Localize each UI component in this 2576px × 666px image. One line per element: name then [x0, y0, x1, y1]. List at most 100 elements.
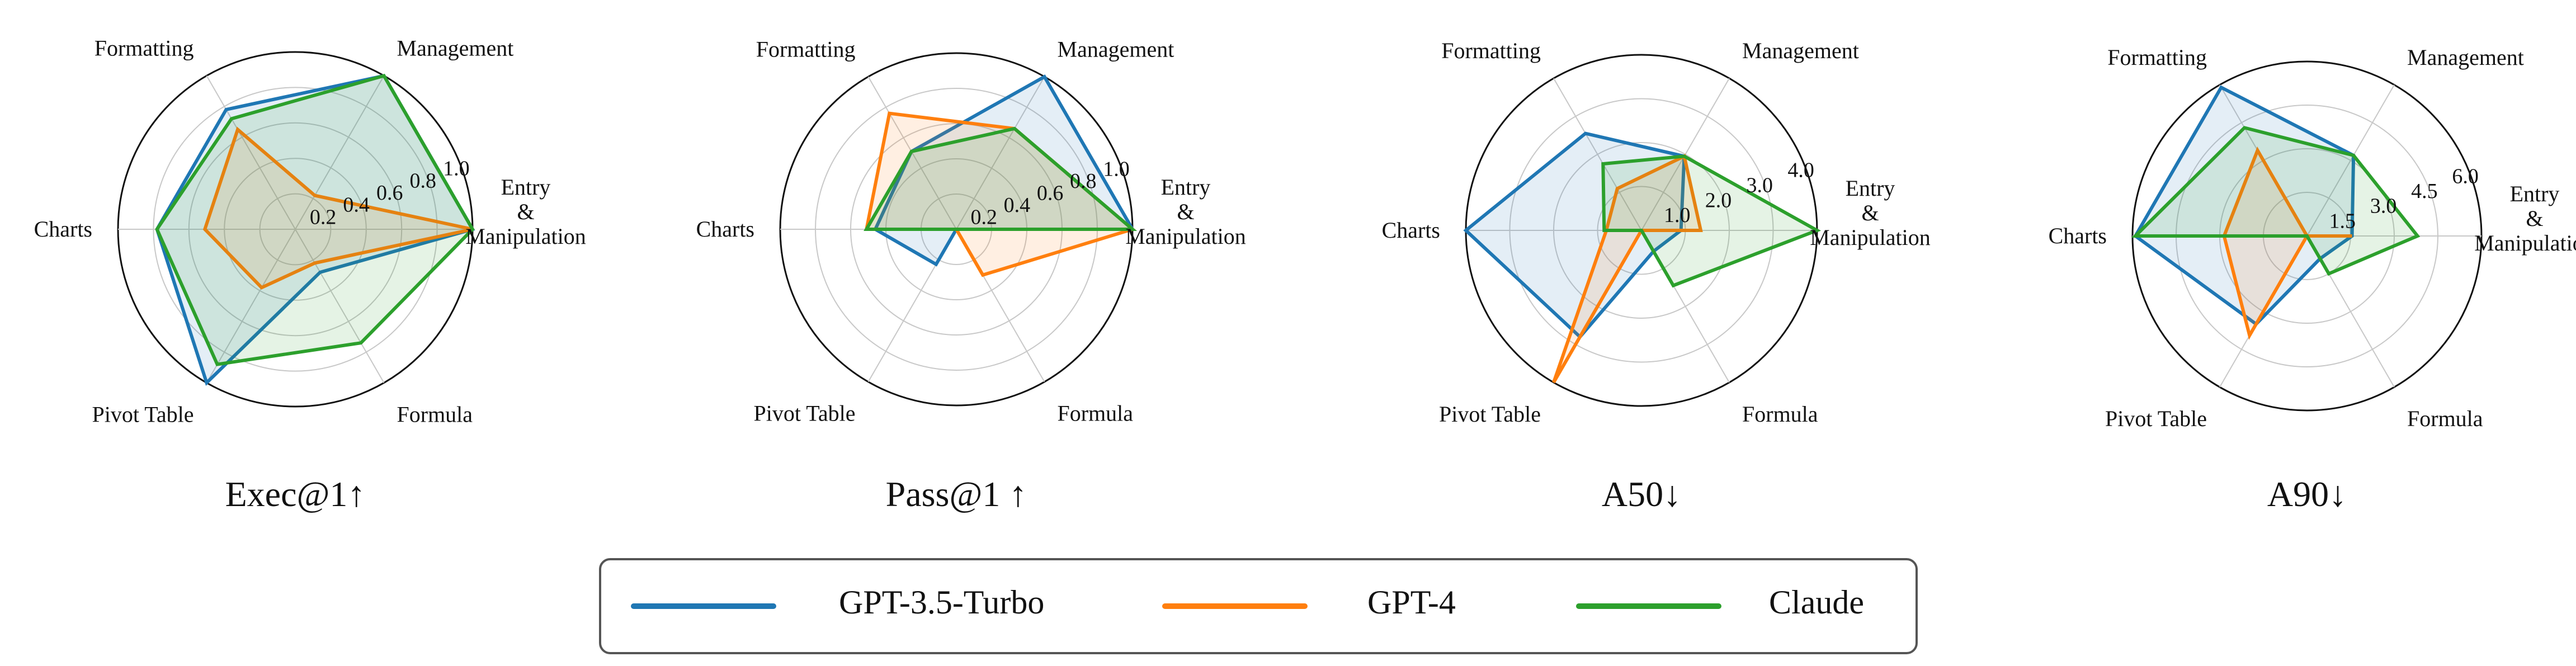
- category-label: Charts: [1382, 218, 1440, 243]
- series-gpt-4: [202, 126, 473, 290]
- series-claude: [2131, 126, 2421, 276]
- category-label: Pivot Table: [753, 401, 855, 426]
- tick-label: 0.8: [1070, 169, 1097, 193]
- series-claude: [864, 126, 1138, 231]
- category-label: Charts: [34, 216, 92, 242]
- category-label-line: &: [1861, 200, 1879, 225]
- tick-label: 1.5: [2329, 209, 2356, 233]
- category-label: Charts: [2049, 223, 2107, 248]
- axis-spoke: [295, 75, 385, 230]
- category-label: Entry&Manipulation: [1125, 174, 1246, 249]
- tick-label: 3.0: [2370, 195, 2397, 218]
- category-label-line: Management: [1742, 38, 1859, 63]
- chart-title: Pass@1 ↑: [886, 474, 1027, 514]
- category-label: Formula: [1742, 402, 1818, 427]
- category-label-line: Formula: [2407, 406, 2483, 431]
- category-label: Pivot Table: [1439, 402, 1541, 427]
- category-label-line: Entry: [1846, 176, 1895, 201]
- series-claude: [1601, 154, 1822, 288]
- category-label: Management: [397, 36, 514, 61]
- tick-label: 4.5: [2411, 180, 2438, 203]
- radar-chart-4: 1.53.04.56.0Entry&ManipulationManagement…: [2049, 45, 2576, 514]
- tick-label: 1.0: [1664, 204, 1691, 227]
- category-label-line: Management: [2407, 45, 2524, 70]
- legend: GPT-3.5-Turbo GPT-4 Claude: [599, 558, 1918, 654]
- category-label: Pivot Table: [92, 402, 194, 427]
- category-label-line: Formatting: [2107, 45, 2207, 70]
- category-label-line: &: [1177, 199, 1194, 224]
- category-label-line: Manipulation: [1810, 225, 1931, 250]
- category-label: Formula: [1058, 401, 1134, 426]
- category-label: Formatting: [1441, 38, 1541, 63]
- tick-label: 0.6: [1037, 181, 1064, 205]
- tick-label: 0.4: [1004, 193, 1031, 217]
- category-label: Entry&Manipulation: [1810, 176, 1931, 250]
- legend-label-claude: Claude: [1769, 584, 1864, 621]
- legend-label-gpt4: GPT-4: [1367, 584, 1456, 621]
- axis-spoke: [1553, 78, 1642, 231]
- tick-label: 0.6: [376, 181, 403, 205]
- category-label-line: Pivot Table: [1439, 402, 1541, 427]
- category-label-line: Entry: [501, 174, 551, 200]
- tick-label: 1.0: [1103, 157, 1130, 181]
- category-label-line: Pivot Table: [753, 401, 855, 426]
- tick-label: 0.4: [343, 193, 370, 217]
- category-label-line: Management: [1058, 36, 1174, 62]
- category-label-line: &: [2526, 206, 2543, 231]
- category-label-line: Formatting: [1441, 38, 1541, 63]
- category-label: Formatting: [2107, 45, 2207, 70]
- category-label-line: Pivot Table: [2105, 406, 2207, 431]
- tick-label: 3.0: [1747, 173, 1773, 197]
- category-label-line: Manipulation: [1125, 224, 1246, 249]
- category-label: Management: [2407, 45, 2524, 70]
- tick-label: 0.2: [310, 205, 337, 229]
- tick-label: 1.0: [443, 157, 470, 181]
- category-label-line: Management: [397, 36, 514, 61]
- axis-spoke: [206, 75, 296, 230]
- category-label: Entry&Manipulation: [465, 174, 586, 249]
- category-label: Formula: [2407, 406, 2483, 431]
- category-label-line: Manipulation: [2474, 230, 2576, 256]
- axis-spoke: [295, 229, 385, 384]
- tick-label: 2.0: [1705, 188, 1732, 212]
- category-label-line: Entry: [1161, 174, 1211, 200]
- category-label: Formatting: [95, 36, 194, 61]
- category-label-line: Formula: [1058, 401, 1134, 426]
- category-label: Formula: [397, 402, 473, 427]
- category-label-line: &: [517, 199, 534, 224]
- category-label-line: Manipulation: [465, 224, 586, 249]
- tick-label: 0.8: [410, 169, 437, 192]
- axis-spoke: [206, 229, 296, 384]
- chart-title: A90↓: [2267, 474, 2347, 514]
- category-label-line: Pivot Table: [92, 402, 194, 427]
- category-label-line: Formula: [397, 402, 473, 427]
- category-label-line: Charts: [2049, 223, 2107, 248]
- category-label: Pivot Table: [2105, 406, 2207, 431]
- category-label-line: Formula: [1742, 402, 1818, 427]
- axis-spoke: [2306, 84, 2395, 237]
- category-label: Formatting: [756, 36, 856, 62]
- tick-label: 4.0: [1787, 159, 1814, 182]
- category-label-line: Charts: [34, 216, 92, 242]
- category-label: Management: [1058, 36, 1174, 62]
- axis-spoke: [956, 76, 1045, 230]
- category-label: Management: [1742, 38, 1859, 63]
- legend-label-gpt35: GPT-3.5-Turbo: [839, 584, 1044, 621]
- category-label-line: Formatting: [95, 36, 194, 61]
- category-label-line: Entry: [2510, 181, 2560, 206]
- category-label: Charts: [696, 216, 754, 242]
- category-label-line: Charts: [696, 216, 754, 242]
- series-claude: [155, 73, 475, 366]
- tick-label: 6.0: [2452, 164, 2479, 188]
- category-label-line: Charts: [1382, 218, 1440, 243]
- chart-title: A50↓: [1602, 474, 1681, 514]
- category-label: Entry&Manipulation: [2474, 181, 2576, 256]
- tick-label: 0.2: [970, 205, 997, 229]
- chart-title: Exec@1↑: [225, 474, 366, 514]
- category-label-line: Formatting: [756, 36, 856, 62]
